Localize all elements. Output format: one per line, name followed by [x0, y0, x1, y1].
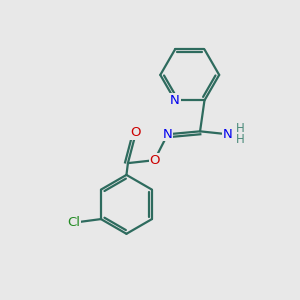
- Text: H: H: [236, 122, 245, 136]
- Text: O: O: [130, 126, 140, 139]
- Text: O: O: [149, 154, 160, 167]
- Text: N: N: [170, 94, 180, 107]
- Text: H: H: [236, 133, 245, 146]
- Text: Cl: Cl: [67, 215, 80, 229]
- Text: N: N: [223, 128, 233, 141]
- Text: N: N: [163, 128, 172, 141]
